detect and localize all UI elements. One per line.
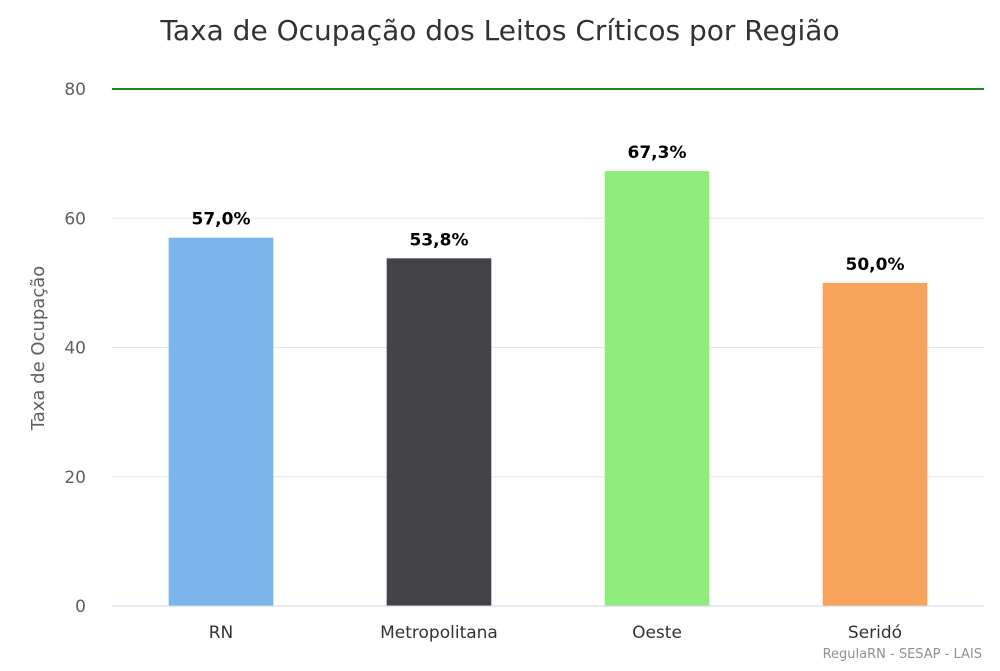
x-category-label: Metropolitana (380, 623, 498, 643)
bar (822, 282, 928, 606)
credits: RegulaRN - SESAP - LAIS (823, 647, 982, 662)
x-category-label: RN (209, 623, 234, 643)
x-category-label: Oeste (632, 623, 682, 643)
y-tick-label: 80 (64, 80, 86, 100)
y-tick-label: 60 (64, 209, 86, 229)
y-tick-label: 0 (75, 597, 86, 617)
bar (604, 171, 710, 607)
bar (386, 258, 492, 606)
bar (168, 237, 274, 606)
y-axis-label: Taxa de Ocupação (28, 266, 49, 432)
y-tick-label: 40 (64, 339, 86, 359)
data-labels: 57,0% 53,8% 67,3% 50,0% (192, 143, 905, 275)
x-axis-categories: RN Metropolitana Oeste Seridó (209, 623, 902, 643)
bars (168, 171, 928, 607)
data-label: 53,8% (410, 230, 469, 250)
y-axis-ticks: 0 20 40 60 80 (64, 80, 86, 617)
data-label: 67,3% (628, 143, 687, 163)
chart-title: Taxa de Ocupação dos Leitos Críticos por… (159, 14, 839, 47)
data-label: 50,0% (846, 255, 905, 275)
x-category-label: Seridó (848, 623, 902, 643)
data-label: 57,0% (192, 210, 251, 230)
y-tick-label: 20 (64, 468, 86, 488)
